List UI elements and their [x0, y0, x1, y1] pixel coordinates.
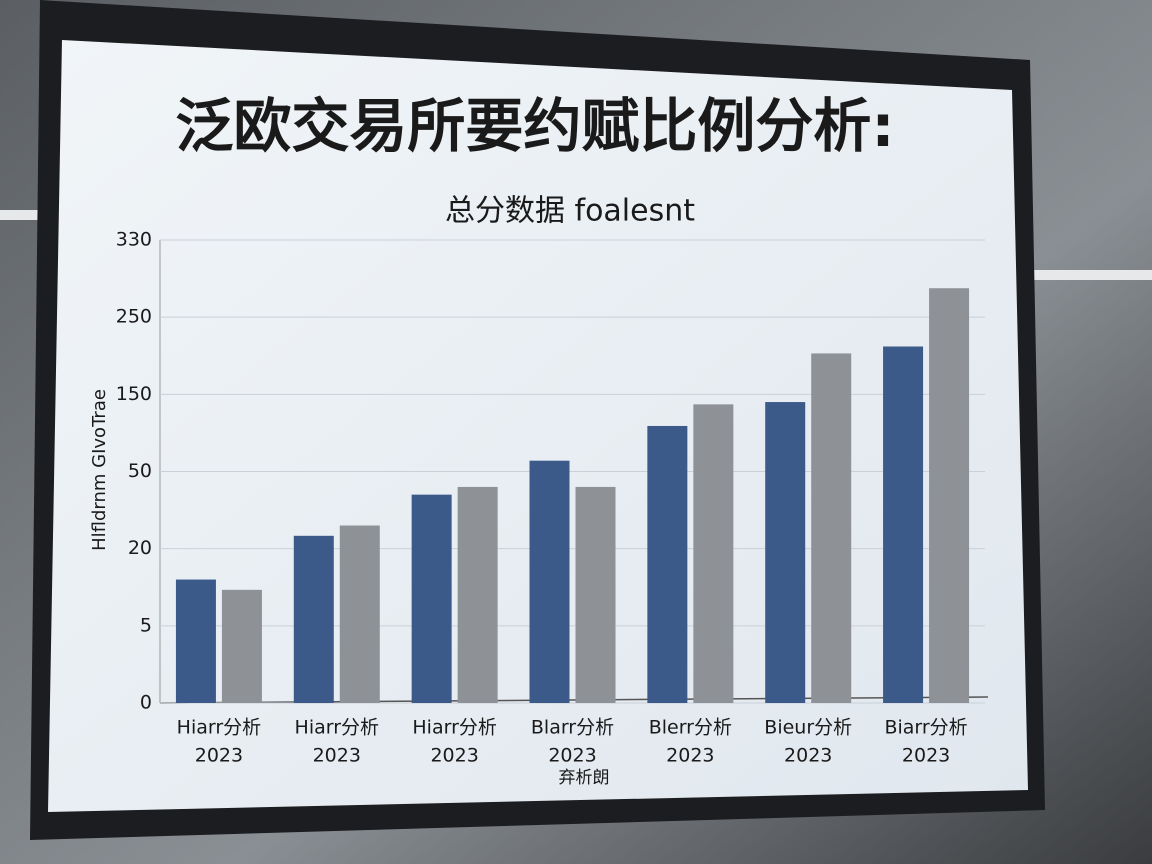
bar — [575, 486, 616, 703]
y-tick-label: 150 — [116, 383, 152, 405]
bar — [765, 402, 806, 703]
bar — [293, 535, 334, 703]
y-tick-label: 5 — [140, 614, 152, 636]
bar — [339, 525, 380, 703]
bar — [693, 404, 734, 703]
y-axis-label: Hlfldrnm GIvoTrae — [89, 389, 110, 551]
x-tick-label: 2023 — [902, 745, 950, 767]
bar — [647, 425, 688, 703]
bar — [457, 486, 498, 703]
ceiling-light — [0, 210, 40, 220]
x-tick-label: Blarr分析 — [531, 717, 614, 739]
x-tick-label: Biarr分析 — [884, 717, 967, 739]
bar — [175, 579, 216, 703]
bar — [883, 346, 924, 703]
y-tick-label: 20 — [128, 537, 152, 559]
chart-subtitle: 总分数据 foalesnt — [445, 194, 695, 229]
x-tick-label: 2023 — [430, 745, 478, 767]
x-tick-label: 2023 — [666, 745, 714, 767]
y-tick-label: 0 — [140, 692, 152, 714]
x-tick-label: Hiarr分析 — [412, 717, 497, 739]
chart-title: 泛欧交易所要约赋比例分析: — [175, 92, 894, 160]
x-tick-label: 2023 — [195, 745, 243, 767]
y-tick-label: 50 — [128, 460, 152, 482]
x-tick-label: Bieur分析 — [764, 717, 852, 739]
annotation: 弃析朗 — [559, 768, 610, 788]
x-tick-label: Hiarr分析 — [295, 717, 380, 739]
x-tick-label: Blerr分析 — [649, 717, 732, 739]
bar — [929, 288, 970, 703]
y-tick-label: 330 — [116, 229, 152, 251]
ceiling-light — [1030, 270, 1152, 280]
x-tick-label: 2023 — [313, 745, 361, 767]
x-tick-label: 2023 — [548, 745, 596, 767]
bar — [811, 353, 852, 703]
x-tick-label: 2023 — [784, 745, 832, 767]
bar — [529, 460, 570, 703]
bar — [221, 589, 262, 703]
x-tick-label: Hiarr分析 — [177, 717, 262, 739]
bar — [411, 494, 452, 703]
y-tick-label: 250 — [116, 306, 152, 328]
